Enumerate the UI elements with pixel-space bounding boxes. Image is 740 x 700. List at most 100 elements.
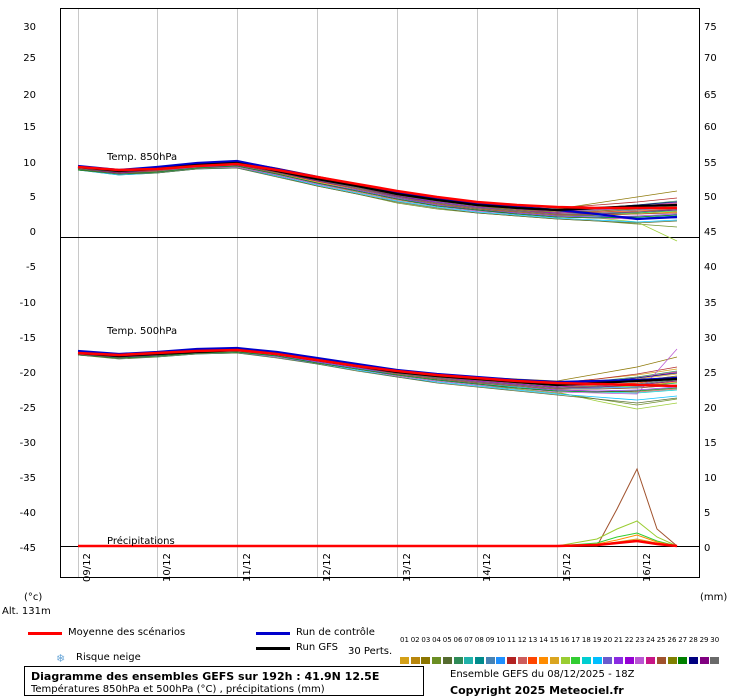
pert-swatch-04 xyxy=(432,657,442,664)
ytick-left-m35: -35 xyxy=(19,473,36,484)
ytick-right-75: 75 xyxy=(704,22,717,33)
legend: Moyenne des scénarios Run de contrôle Ru… xyxy=(28,626,448,656)
perturbation-swatches xyxy=(400,646,722,664)
ytick-right-40: 40 xyxy=(704,262,717,273)
pert-number-20: 20 xyxy=(603,636,613,644)
xtick-1212: 12/12 xyxy=(322,553,333,582)
gridline-1212 xyxy=(317,9,318,577)
panel-title-500: Temp. 500hPa xyxy=(107,326,178,337)
altitude-label: Alt. 131m xyxy=(2,606,51,617)
pert-number-27: 27 xyxy=(678,636,688,644)
xtick-1412: 14/12 xyxy=(482,553,493,582)
ytick-right-0: 0 xyxy=(704,543,711,554)
footer-title: Diagramme des ensembles GEFS sur 192h : … xyxy=(31,670,380,683)
ytick-right-45: 45 xyxy=(704,227,717,238)
pert-swatch-14 xyxy=(539,657,549,664)
pert-swatch-21 xyxy=(614,657,623,664)
pert-swatch-23 xyxy=(635,657,645,664)
legend-swatch-control xyxy=(256,632,290,635)
pert-swatch-22 xyxy=(624,657,634,664)
pert-swatch-20 xyxy=(603,657,613,664)
pert-swatch-01 xyxy=(400,657,409,664)
pert-number-15: 15 xyxy=(549,636,559,644)
pert-number-12: 12 xyxy=(517,636,527,644)
pert-swatch-05 xyxy=(442,657,452,664)
legend-swatch-mean xyxy=(28,632,62,635)
footer-copyright: Copyright 2025 Meteociel.fr xyxy=(450,684,624,697)
snowflake-icon: ❄ xyxy=(56,652,66,665)
pert-number-29: 29 xyxy=(699,636,709,644)
ytick-left-m5: -5 xyxy=(26,262,36,273)
ytick-left-m45: -45 xyxy=(19,543,36,554)
xtick-0912: 09/12 xyxy=(82,553,93,582)
pert-number-09: 09 xyxy=(485,636,495,644)
gridline-1412 xyxy=(477,9,478,577)
unit-left-label: (°c) xyxy=(24,592,43,603)
gridline-1112 xyxy=(237,9,238,577)
legend-label-mean: Moyenne des scénarios xyxy=(68,627,186,638)
ytick-left-10: 10 xyxy=(23,158,36,169)
ytick-right-55: 55 xyxy=(704,158,717,169)
pert-number-17: 17 xyxy=(571,636,581,644)
pert-number-10: 10 xyxy=(496,636,506,644)
ytick-right-25: 25 xyxy=(704,368,717,379)
pert-swatch-12 xyxy=(517,657,527,664)
pert-swatch-16 xyxy=(560,657,570,664)
perts-count-label: 30 Perts. xyxy=(348,646,393,657)
pert-swatch-27 xyxy=(678,657,688,664)
ytick-left-m25: -25 xyxy=(19,403,36,414)
ytick-right-35: 35 xyxy=(704,298,717,309)
pert-swatch-29 xyxy=(699,657,709,664)
pert-number-13: 13 xyxy=(528,636,538,644)
pert-number-22: 22 xyxy=(624,636,634,644)
unit-right-label: (mm) xyxy=(700,592,728,603)
ytick-right-50: 50 xyxy=(704,192,717,203)
ytick-left-5: 5 xyxy=(29,192,36,203)
legend-label-gfs: Run GFS xyxy=(296,642,339,653)
ytick-right-20: 20 xyxy=(704,403,717,414)
legend-label-control: Run de contrôle xyxy=(296,627,375,638)
pert-number-19: 19 xyxy=(592,636,602,644)
ytick-left-m15: -15 xyxy=(19,333,36,344)
pert-number-26: 26 xyxy=(667,636,677,644)
ytick-right-60: 60 xyxy=(704,122,717,133)
ytick-left-20: 20 xyxy=(23,90,36,101)
pert-number-01: 01 xyxy=(400,636,409,644)
pert-swatch-19 xyxy=(592,657,602,664)
ytick-right-10: 10 xyxy=(704,473,717,484)
pert-number-06: 06 xyxy=(453,636,463,644)
ytick-right-30: 30 xyxy=(704,333,717,344)
pert-swatch-30 xyxy=(710,657,720,664)
plot-area: Temp. 850hPa Temp. 500hPa Précipitations xyxy=(60,8,700,578)
pert-number-04: 04 xyxy=(432,636,442,644)
ytick-left-m40: -40 xyxy=(19,508,36,519)
pert-swatch-15 xyxy=(549,657,559,664)
legend-row-1: Moyenne des scénarios Run de contrôle xyxy=(28,626,448,641)
ytick-right-15: 15 xyxy=(704,438,717,449)
pert-number-18: 18 xyxy=(581,636,591,644)
pert-swatch-07 xyxy=(464,657,474,664)
pert-number-24: 24 xyxy=(646,636,656,644)
pert-swatch-06 xyxy=(453,657,463,664)
legend-swatch-gfs xyxy=(256,647,290,650)
legend-row-2: Run GFS xyxy=(28,641,448,656)
pert-swatch-03 xyxy=(421,657,431,664)
pert-number-28: 28 xyxy=(688,636,698,644)
footer-subtitle: Températures 850hPa et 500hPa (°C) , pré… xyxy=(31,684,325,695)
pert-swatch-26 xyxy=(667,657,677,664)
pert-number-05: 05 xyxy=(442,636,452,644)
pert-number-07: 07 xyxy=(464,636,474,644)
ytick-left-15: 15 xyxy=(23,122,36,133)
xtick-1112: 11/12 xyxy=(242,553,253,582)
footer-box: Diagramme des ensembles GEFS sur 192h : … xyxy=(24,666,424,696)
pert-number-11: 11 xyxy=(507,636,516,644)
pert-number-30: 30 xyxy=(710,636,720,644)
ytick-right-65: 65 xyxy=(704,90,717,101)
pert-number-03: 03 xyxy=(421,636,431,644)
pert-number-21: 21 xyxy=(614,636,623,644)
pert-number-16: 16 xyxy=(560,636,570,644)
pert-swatch-28 xyxy=(688,657,698,664)
gridline-1612 xyxy=(637,9,638,577)
pert-number-08: 08 xyxy=(474,636,484,644)
